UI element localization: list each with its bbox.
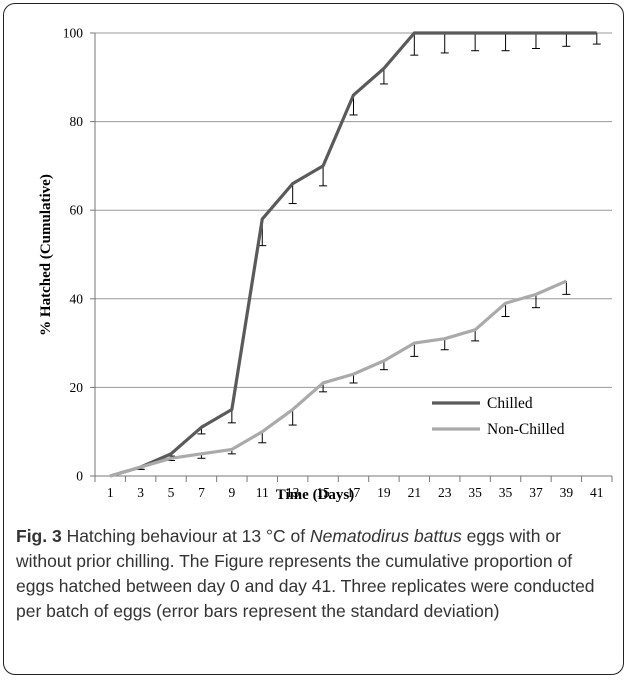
x-tick-label: 5 [168, 485, 175, 500]
x-tick-label: 3 [137, 485, 144, 500]
legend-label: Chilled [487, 395, 533, 412]
y-axis-label: % Hatched (Cumulative) [38, 174, 54, 336]
y-tick-label: 40 [70, 291, 84, 306]
x-tick-label: 37 [529, 485, 543, 500]
x-tick-labels: 1 3 5 7 9 11 13 15 17 19 21 23 35 35 37 39 41 [107, 485, 604, 500]
series-group [109, 31, 601, 478]
x-tick-label: 35 [499, 485, 513, 500]
caption-label: Fig. 3 [16, 526, 62, 546]
series-line [109, 31, 597, 478]
axes [90, 32, 613, 482]
x-tick-label: 9 [228, 485, 235, 500]
x-tick-label: 19 [377, 485, 391, 500]
gridlines [95, 32, 612, 388]
caption-species: Nematodirus battus [309, 526, 462, 546]
series-line [109, 279, 568, 478]
x-tick-label: 7 [198, 485, 205, 500]
y-tick-label: 60 [70, 203, 84, 218]
legend-label: Non-Chilled [487, 421, 565, 438]
x-tick-label: 11 [256, 485, 269, 500]
y-tick-label: 20 [70, 380, 84, 395]
x-tick-label: 41 [590, 485, 604, 500]
y-tick-label: 100 [63, 26, 84, 41]
x-tick-label: 13 [286, 485, 300, 500]
x-tick-label: 35 [468, 485, 482, 500]
y-tick-labels: 0 20 40 60 80 100 [63, 26, 84, 484]
series-non-chilled [109, 279, 571, 478]
x-tick-label: 1 [107, 485, 114, 500]
caption-text-start: Hatching behaviour at 13 °C of [61, 526, 310, 546]
x-tick-label: 15 [316, 485, 330, 500]
x-tick-label: 39 [560, 485, 574, 500]
caption-text-end: eggs with or without prior chilling. The… [16, 526, 595, 621]
y-tick-label: 0 [76, 469, 83, 484]
x-tick-label: 17 [347, 485, 361, 500]
x-tick-label: 23 [438, 485, 452, 500]
legend: Chilled Non-Chilled [432, 395, 565, 438]
x-tick-label: 21 [408, 485, 422, 500]
series-chilled [109, 31, 601, 478]
y-tick-label: 80 [70, 114, 84, 129]
figure-caption: Fig. 3 Hatching behaviour at 13 °C of Ne… [16, 524, 612, 624]
x-axis-label: Time (Days) [276, 487, 354, 503]
figure-frame [3, 3, 624, 675]
